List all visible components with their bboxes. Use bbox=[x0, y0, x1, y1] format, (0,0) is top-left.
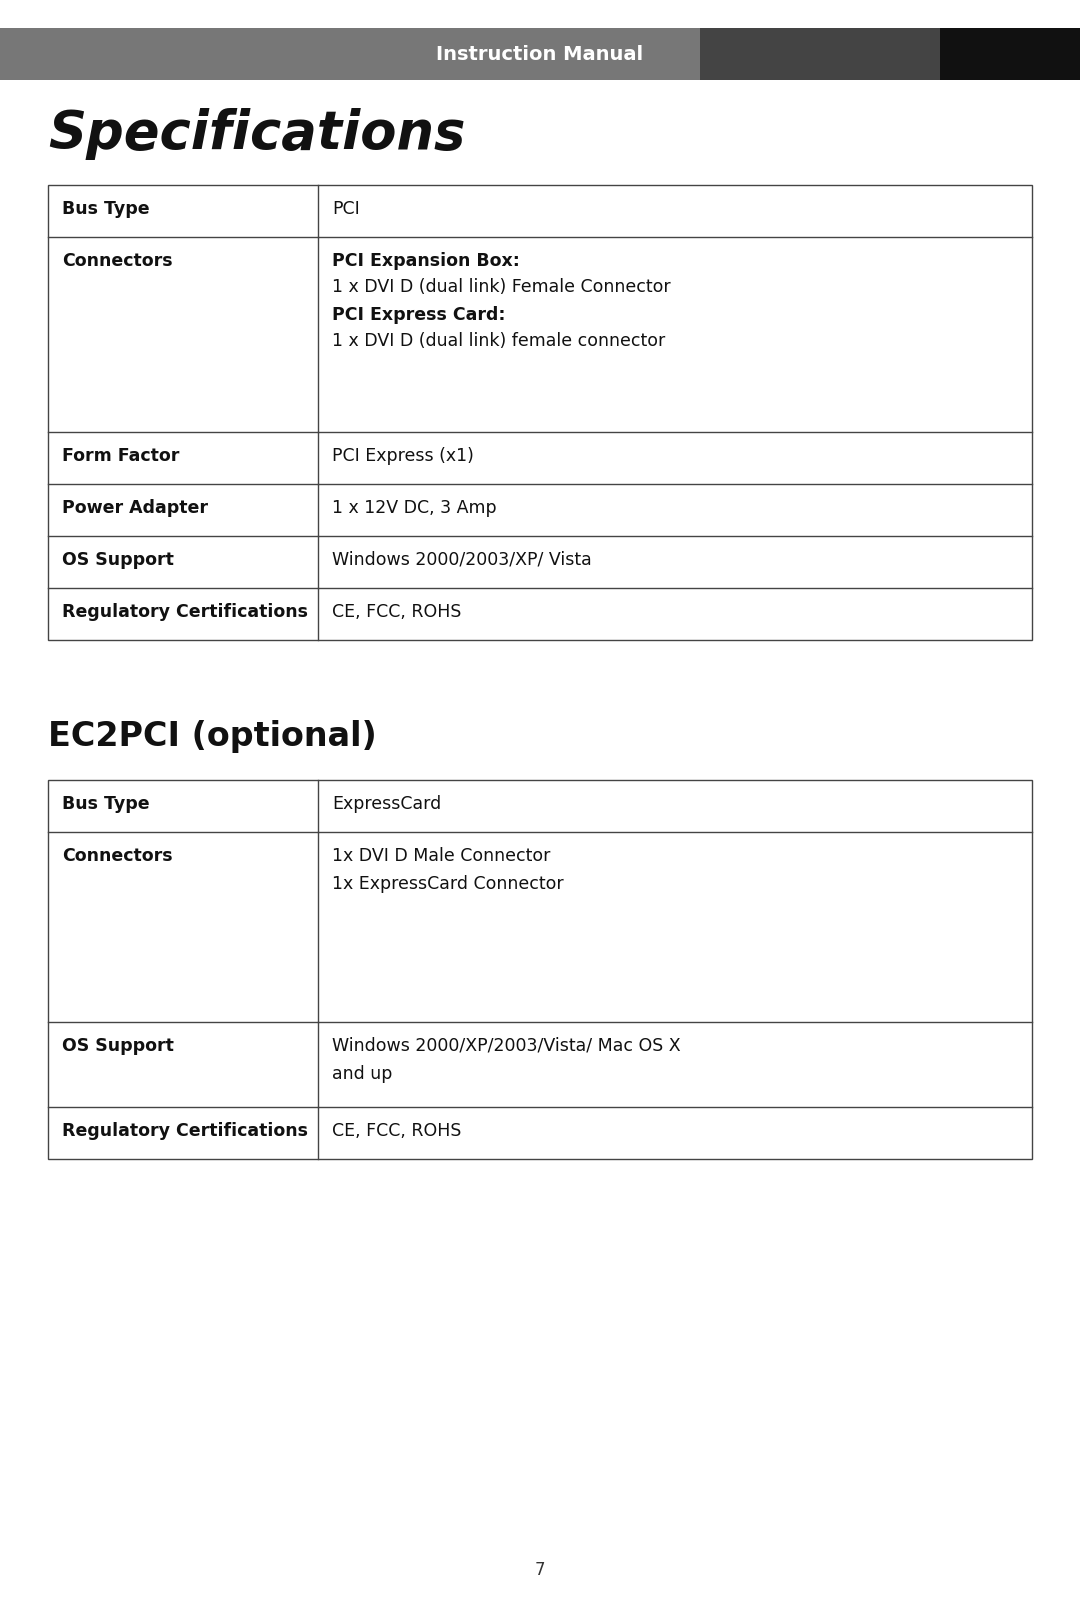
Text: 1 x 12V DC, 3 Amp: 1 x 12V DC, 3 Amp bbox=[332, 499, 497, 517]
Text: ExpressCard: ExpressCard bbox=[332, 795, 442, 813]
Text: Bus Type: Bus Type bbox=[62, 795, 150, 813]
Text: Regulatory Certifications: Regulatory Certifications bbox=[62, 603, 308, 620]
Text: Instruction Manual: Instruction Manual bbox=[436, 44, 644, 63]
Text: Connectors: Connectors bbox=[62, 847, 173, 865]
Text: 7: 7 bbox=[535, 1562, 545, 1579]
Text: 1 x DVI D (dual link) female connector: 1 x DVI D (dual link) female connector bbox=[332, 332, 665, 350]
Text: OS Support: OS Support bbox=[62, 1037, 174, 1055]
Text: Windows 2000/XP/2003/Vista/ Mac OS X: Windows 2000/XP/2003/Vista/ Mac OS X bbox=[332, 1037, 680, 1055]
Text: Power Adapter: Power Adapter bbox=[62, 499, 208, 517]
Text: Specifications: Specifications bbox=[48, 109, 465, 160]
Text: Windows 2000/2003/XP/ Vista: Windows 2000/2003/XP/ Vista bbox=[332, 551, 592, 569]
Text: PCI Express (x1): PCI Express (x1) bbox=[332, 447, 474, 465]
Text: PCI Express Card:: PCI Express Card: bbox=[332, 306, 505, 324]
Bar bbox=[940, 28, 1080, 79]
Text: and up: and up bbox=[332, 1064, 392, 1084]
Text: 1x DVI D Male Connector: 1x DVI D Male Connector bbox=[332, 847, 551, 865]
Text: PCI Expansion Box:: PCI Expansion Box: bbox=[332, 253, 519, 271]
Text: CE, FCC, ROHS: CE, FCC, ROHS bbox=[332, 603, 461, 620]
Text: Bus Type: Bus Type bbox=[62, 199, 150, 219]
Text: Regulatory Certifications: Regulatory Certifications bbox=[62, 1123, 308, 1140]
Bar bbox=[48, 185, 1032, 640]
Bar bbox=[700, 28, 940, 79]
Text: 1x ExpressCard Connector: 1x ExpressCard Connector bbox=[332, 875, 564, 893]
Text: 1 x DVI D (dual link) Female Connector: 1 x DVI D (dual link) Female Connector bbox=[332, 279, 671, 296]
Bar bbox=[0, 28, 1080, 79]
Text: EC2PCI (optional): EC2PCI (optional) bbox=[48, 719, 377, 753]
Bar bbox=[48, 779, 1032, 1158]
Text: CE, FCC, ROHS: CE, FCC, ROHS bbox=[332, 1123, 461, 1140]
Text: Connectors: Connectors bbox=[62, 253, 173, 271]
Text: OS Support: OS Support bbox=[62, 551, 174, 569]
Text: Form Factor: Form Factor bbox=[62, 447, 179, 465]
Text: PCI: PCI bbox=[332, 199, 360, 219]
